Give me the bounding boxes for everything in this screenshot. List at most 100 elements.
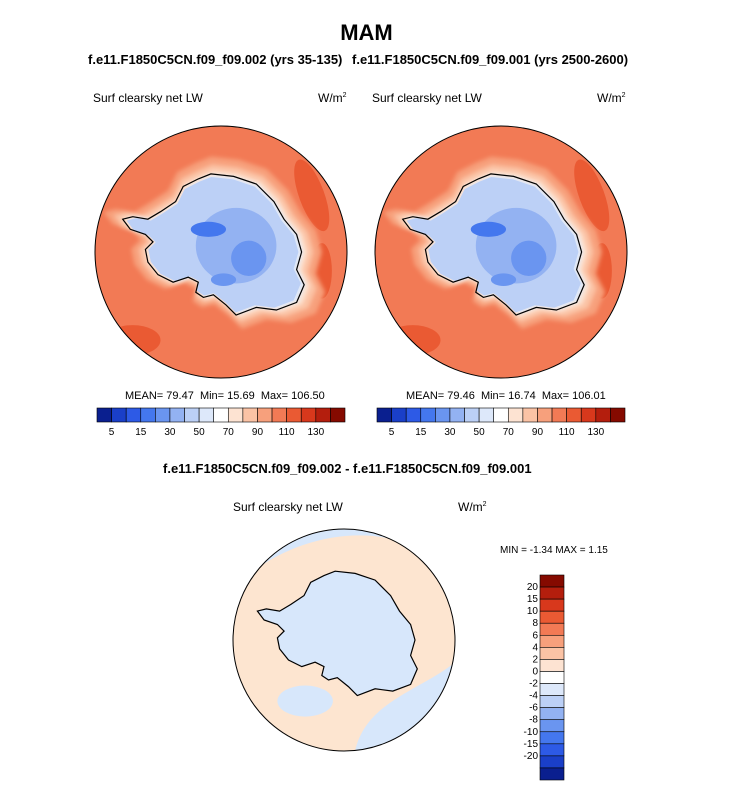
colorbar-2-box: [537, 407, 553, 423]
left-units: W/m2: [318, 91, 347, 105]
colorbar-2-box: [522, 407, 538, 423]
colorbar-1-tick-label: 110: [279, 427, 295, 438]
coastline: [256, 570, 418, 697]
right-units: W/m2: [597, 91, 626, 105]
diff-colorbar-box: [539, 634, 565, 648]
diff-colorbar-tick-label: 8: [532, 618, 538, 629]
diff-colorbar-tick-label: -6: [529, 703, 538, 714]
plateau-contour: [195, 207, 277, 284]
colorbar-1-tick-label: 70: [223, 427, 235, 438]
diff-colorbar-box: [539, 719, 565, 733]
colorbar-2-box: [435, 407, 451, 423]
colorbar-2-box: [507, 407, 524, 423]
diff-colorbar-box: [539, 574, 565, 588]
colorbar-2-box: [551, 407, 567, 423]
colorbar-2-tick-label: 50: [474, 427, 486, 438]
colorbar-1-box: [286, 407, 302, 423]
plateau-contour: [475, 207, 557, 284]
colorbar-1-box: [184, 407, 200, 423]
diff-colorbar-box: [539, 767, 565, 781]
colorbar-2-box: [580, 407, 597, 423]
diff-colorbar-tick-label: 0: [532, 666, 538, 677]
diff-colorbar-tick-label: -4: [529, 691, 538, 702]
high-value-lobe: [294, 159, 330, 232]
diff-colorbar-tick-label: -15: [524, 739, 539, 750]
diff-colorbar-box: [539, 659, 565, 672]
diff-colorbar-tick-label: 15: [527, 594, 539, 605]
colorbar-1-box: [315, 407, 331, 423]
diff-colorbar-box: [539, 683, 565, 696]
colorbar-2-box: [478, 407, 495, 423]
colorbar-2-box: [566, 407, 582, 423]
map-border: [374, 125, 628, 379]
colorbar-1-box: [257, 407, 273, 423]
diff-colorbar-box: [539, 707, 565, 721]
colorbar-1-tick-label: 5: [109, 427, 115, 438]
left-variable-title: Surf clearsky net LW: [93, 91, 203, 105]
diff-minmax: MIN = -1.34 MAX = 1.15: [500, 545, 608, 556]
colorbar-1-box: [198, 407, 215, 423]
ice-shelf-contour: [490, 273, 517, 287]
colorbar-1-box: [300, 407, 317, 423]
diff-colorbar-box: [539, 731, 565, 745]
colorbar-1-box: [242, 407, 258, 423]
difference-title: f.e11.F1850C5CN.f09_f09.002 - f.e11.F185…: [163, 461, 532, 476]
high-value-lobe: [385, 325, 441, 356]
colorbar-2-box: [610, 407, 626, 423]
colorbar-2-box: [405, 407, 422, 423]
ice-shelf-contour: [470, 221, 507, 237]
colorbar-1-tick-label: 130: [307, 427, 324, 438]
colorbar-2-tick-label: 110: [559, 427, 575, 438]
left-stats: MEAN= 79.47 Min= 15.69 Max= 106.50: [125, 390, 325, 402]
colorbar-2-tick-label: 15: [415, 427, 427, 438]
colorbar-2-box: [391, 407, 407, 423]
colorbar-1-box: [330, 407, 346, 423]
right-stats: MEAN= 79.46 Min= 16.74 Max= 106.01: [406, 390, 606, 402]
colorbar-1-box: [271, 407, 287, 423]
colorbar-1-box: [213, 407, 229, 423]
diff-colorbar-box: [539, 647, 565, 660]
colorbar-2-box: [449, 407, 465, 423]
diff-colorbar-tick-label: 4: [532, 642, 538, 653]
diff-colorbar-box: [539, 622, 565, 636]
diff-colorbar-tick-label: -8: [529, 715, 538, 726]
map-border: [94, 125, 348, 379]
diff-colorbar-tick-label: -2: [529, 679, 538, 690]
colorbar-1-box: [169, 407, 185, 423]
right-variable-title: Surf clearsky net LW: [372, 91, 482, 105]
colorbar-1-box: [96, 407, 112, 423]
colorbar-2-box: [464, 407, 480, 423]
colorbar-1-tick-label: 50: [194, 427, 206, 438]
diff-colorbar-tick-label: -10: [524, 727, 539, 738]
diff-colorbar-box: [539, 755, 565, 769]
colorbar-2-box: [595, 407, 611, 423]
diff-variable-title: Surf clearsky net LW: [233, 500, 343, 514]
colorbar-1-box: [125, 407, 142, 423]
colorbar-2-tick-label: 70: [503, 427, 515, 438]
colorbar-1-box: [155, 407, 171, 423]
diff-colorbar-box: [539, 671, 565, 684]
colorbar-1-tick-label: 30: [164, 427, 176, 438]
diff-colorbar-box: [539, 743, 565, 757]
difference-map: [233, 529, 455, 751]
colorbar-2-box: [420, 407, 436, 423]
diff-colorbar-box: [539, 695, 565, 708]
colorbar-1-box: [111, 407, 127, 423]
colorbar-2-tick-label: 30: [444, 427, 456, 438]
diff-colorbar-box: [539, 586, 565, 600]
plateau-contour: [511, 240, 547, 276]
diff-colorbar-tick-label: 6: [532, 630, 538, 641]
colorbar-1-tick-label: 90: [252, 427, 264, 438]
colorbar-2-tick-label: 90: [532, 427, 544, 438]
diff-colorbar-box: [539, 610, 565, 624]
ice-shelf-contour: [210, 273, 237, 287]
diff-colorbar-box: [539, 598, 565, 612]
colorbar-2-box: [493, 407, 509, 423]
left-case-title: f.e11.F1850C5CN.f09_f09.002 (yrs 35-135): [88, 52, 343, 67]
colorbar-1-tick-label: 15: [135, 427, 147, 438]
high-value-lobe: [574, 159, 610, 232]
plateau-contour: [231, 240, 267, 276]
map-border: [232, 528, 456, 752]
diff-colorbar-tick-label: -20: [524, 751, 539, 762]
